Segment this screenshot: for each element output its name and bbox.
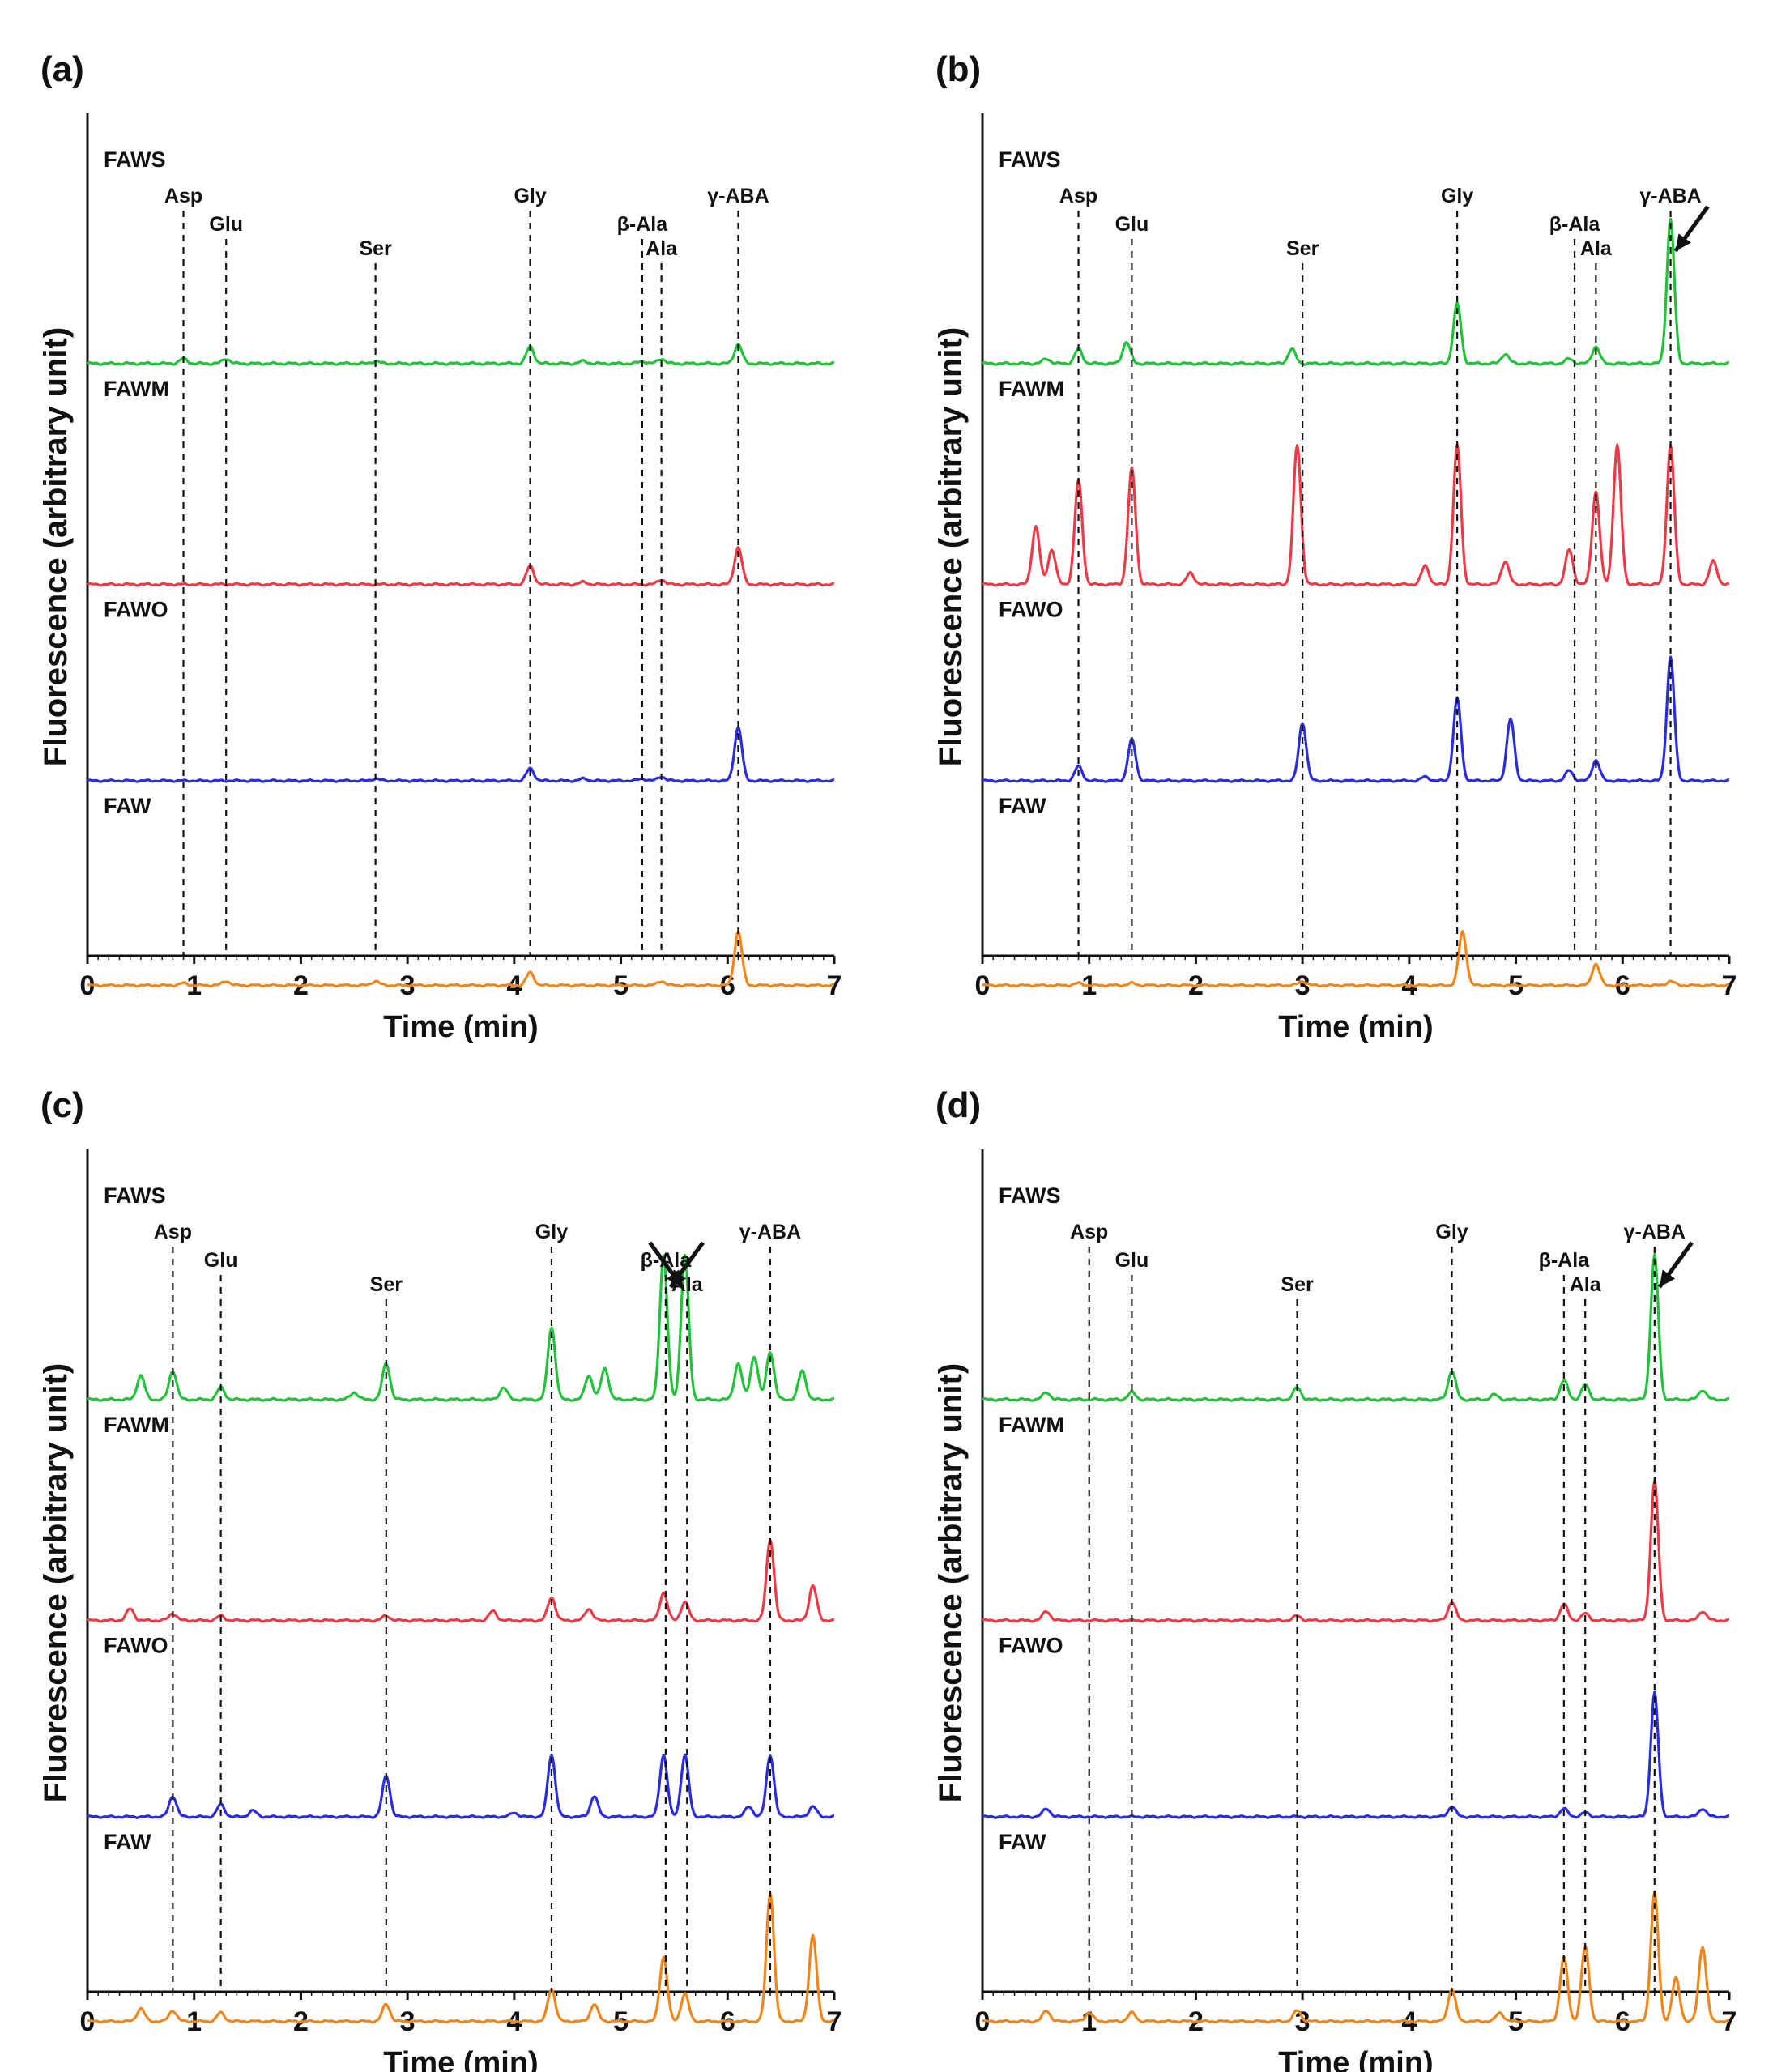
- chart-svg-d: (d)Fluorescence (arbitrary unit)0 1 2 3 4 5 6 7…: [933, 1085, 1737, 2072]
- trace-label-fawm: FAWM: [104, 377, 169, 401]
- peak-label-ala: Ala: [646, 237, 678, 260]
- trace-line-faws: [87, 1253, 835, 1402]
- trace-line-fawm: [982, 443, 1730, 587]
- trace-label-fawo: FAWO: [104, 1634, 168, 1658]
- y-axis-label: Fluorescence (arbitrary unit): [933, 327, 969, 766]
- arrow-head-icon: [666, 1269, 683, 1287]
- chart-svg-a: (a)Fluorescence (arbitrary unit)0 1 2 3 4 5 6 7…: [38, 49, 842, 1044]
- trace-line-faw: [87, 1891, 835, 2024]
- trace-label-faw: FAW: [999, 794, 1046, 818]
- trace-line-fawo: [87, 726, 835, 783]
- trace-line-faws: [87, 343, 835, 366]
- trace-label-fawo: FAWO: [999, 598, 1063, 622]
- trace-label-fawo: FAWO: [999, 1634, 1063, 1658]
- peak-label-ser: Ser: [1281, 1273, 1314, 1296]
- trace-line-fawo: [982, 655, 1730, 783]
- arrow-head-icon: [1675, 233, 1691, 251]
- chart-svg-c: (c)Fluorescence (arbitrary unit)0 1 2 3 4 5 6 7…: [38, 1085, 842, 2072]
- x-tick-label: 1: [1081, 2006, 1097, 2037]
- chromatogram-panel-a: (a) Fluorescence (arbitrary unit) 0 1 2 3 4 5 6 7…: [0, 0, 895, 1044]
- arrow-head-icon: [1659, 1269, 1676, 1287]
- trace-line-fawo: [87, 1753, 835, 1819]
- x-tick-label: 3: [1295, 2006, 1311, 2037]
- x-axis-label: Time (min): [383, 1010, 538, 1044]
- x-tick-label: 7: [827, 2006, 842, 2037]
- trace-line-faws: [982, 217, 1730, 366]
- trace-label-faws: FAWS: [999, 1183, 1061, 1208]
- peak-label-aba: γ-ABA: [707, 185, 769, 207]
- peak-label-ala: β-Ala: [1549, 213, 1601, 236]
- peak-label-aba: γ-ABA: [1639, 185, 1701, 207]
- peak-label-asp: Asp: [1059, 185, 1097, 207]
- x-tick-label: 7: [827, 970, 842, 1001]
- y-axis-label: Fluorescence (arbitrary unit): [38, 1363, 74, 1802]
- peak-label-ser: Ser: [370, 1273, 403, 1296]
- x-tick-label: 0: [975, 2006, 991, 2037]
- trace-line-faw: [982, 1890, 1730, 2024]
- trace-label-faw: FAW: [104, 794, 151, 818]
- peak-label-aba: γ-ABA: [739, 1221, 801, 1243]
- chromatogram-panel-b: (b) Fluorescence (arbitrary unit) 0 1 2 3 4 5 6 7…: [895, 0, 1790, 1044]
- peak-label-asp: Asp: [154, 1221, 192, 1243]
- panel-label-c: (c): [40, 1085, 84, 1125]
- chart-svg-b: (b)Fluorescence (arbitrary unit)0 1 2 3 4 5 6 7…: [933, 49, 1737, 1044]
- peak-label-gly: Gly: [535, 1221, 568, 1243]
- x-tick-label: 7: [1722, 2006, 1737, 2037]
- trace-line-fawm: [87, 1538, 835, 1623]
- peak-label-glu: Glu: [1115, 213, 1149, 236]
- peak-label-ser: Ser: [1286, 237, 1319, 260]
- panel-label-d: (d): [935, 1085, 981, 1125]
- peak-label-ala: β-Ala: [1539, 1249, 1591, 1272]
- chromatogram-panel-c: (c) Fluorescence (arbitrary unit) 0 1 2 3 4 5 6 7…: [0, 1036, 895, 2072]
- peak-label-gly: Gly: [514, 185, 546, 207]
- peak-label-gly: Gly: [1441, 185, 1473, 207]
- x-tick-label: 0: [80, 2006, 96, 2037]
- trace-label-faws: FAWS: [104, 147, 166, 172]
- peak-label-glu: Glu: [204, 1249, 238, 1272]
- x-axis-label: Time (min): [1278, 2046, 1433, 2072]
- panel-label-b: (b): [935, 49, 981, 89]
- peak-label-asp: Asp: [164, 185, 202, 207]
- trace-label-faws: FAWS: [999, 147, 1061, 172]
- y-axis-label: Fluorescence (arbitrary unit): [933, 1363, 969, 1802]
- trace-line-faw: [982, 929, 1730, 988]
- trace-line-fawm: [87, 545, 835, 587]
- trace-line-fawo: [982, 1690, 1730, 1819]
- panel-label-a: (a): [40, 49, 84, 89]
- trace-label-fawo: FAWO: [104, 598, 168, 622]
- trace-label-faw: FAW: [104, 1830, 151, 1854]
- peak-label-ala: Ala: [1570, 1273, 1602, 1296]
- trace-line-faws: [982, 1252, 1730, 1402]
- trace-label-faws: FAWS: [104, 1183, 166, 1208]
- x-axis-label: Time (min): [383, 2046, 538, 2072]
- x-tick-label: 0: [975, 970, 991, 1001]
- trace-label-fawm: FAWM: [104, 1413, 169, 1437]
- peak-label-ala: β-Ala: [617, 213, 669, 236]
- trace-label-fawm: FAWM: [999, 377, 1064, 401]
- x-tick-label: 7: [1722, 970, 1737, 1001]
- trace-label-faw: FAW: [999, 1830, 1046, 1854]
- x-tick-label: 0: [80, 970, 96, 1001]
- trace-label-fawm: FAWM: [999, 1413, 1064, 1437]
- peak-label-glu: Glu: [209, 213, 243, 236]
- chromatogram-panel-d: (d) Fluorescence (arbitrary unit) 0 1 2 3 4 5 6 7…: [895, 1036, 1790, 2072]
- trace-line-faw: [87, 930, 835, 988]
- trace-line-fawm: [982, 1478, 1730, 1623]
- peak-label-ser: Ser: [359, 237, 392, 260]
- x-tick-label: 3: [1295, 970, 1311, 1001]
- y-axis-label: Fluorescence (arbitrary unit): [38, 327, 74, 766]
- peak-label-aba: γ-ABA: [1624, 1221, 1686, 1243]
- peak-label-ala: Ala: [1580, 237, 1613, 260]
- peak-label-gly: Gly: [1435, 1221, 1468, 1243]
- peak-label-asp: Asp: [1070, 1221, 1108, 1243]
- x-axis-label: Time (min): [1278, 1010, 1433, 1044]
- peak-label-glu: Glu: [1115, 1249, 1149, 1272]
